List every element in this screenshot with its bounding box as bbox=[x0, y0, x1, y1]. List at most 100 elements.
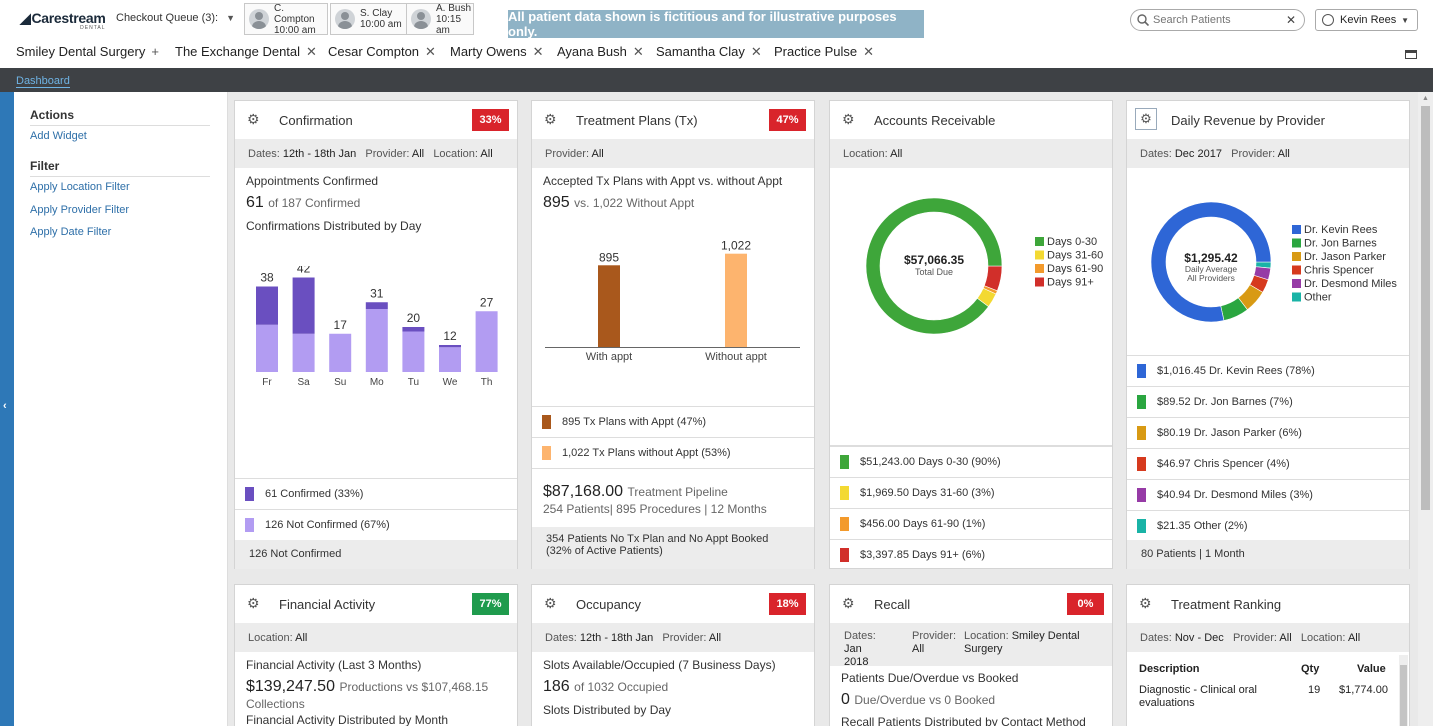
filter-summary[interactable]: Location: All bbox=[830, 139, 1112, 168]
plus-icon[interactable]: + bbox=[151, 44, 159, 59]
patient-search[interactable]: ✕ bbox=[1130, 9, 1305, 31]
scrollbar-thumb[interactable] bbox=[1421, 106, 1430, 510]
bar-not-confirmed bbox=[329, 333, 352, 372]
queue-patient-card[interactable]: A. Bush 10:15 am bbox=[406, 3, 474, 36]
legend-label: Other bbox=[1304, 292, 1332, 304]
legend-row: $89.52 Dr. Jon Barnes (7%) bbox=[1127, 386, 1409, 417]
add-widget-link[interactable]: Add Widget bbox=[30, 130, 87, 142]
checkout-queue-dropdown[interactable]: Checkout Queue (3): ▼ bbox=[116, 12, 236, 24]
bar-value-label: 1,022 bbox=[721, 239, 751, 253]
tab-marty-owens[interactable]: Marty Owens ✕ bbox=[450, 44, 544, 59]
close-icon[interactable]: ✕ bbox=[863, 44, 874, 59]
bar-not-confirmed bbox=[439, 347, 461, 372]
pipeline-value: $87,168.00 bbox=[543, 483, 624, 500]
gear-icon[interactable]: ⚙ bbox=[1139, 595, 1152, 611]
tab-samantha-clay[interactable]: Samantha Clay ✕ bbox=[656, 44, 762, 59]
filter-heading: Filter bbox=[30, 159, 210, 177]
filter-summary[interactable]: Dates: Dec 2017 Provider: All bbox=[1127, 139, 1409, 168]
apply-date-filter-link[interactable]: Apply Date Filter bbox=[30, 226, 112, 238]
apply-location-filter-link[interactable]: Apply Location Filter bbox=[30, 181, 130, 193]
tx-bar bbox=[725, 253, 747, 347]
legend-swatch bbox=[245, 518, 254, 532]
legend-swatch bbox=[1035, 264, 1044, 273]
queue-patient-card[interactable]: C. Compton 10:00 am bbox=[244, 3, 328, 36]
clear-search-icon[interactable]: ✕ bbox=[1285, 13, 1296, 27]
column-header-value: Value bbox=[1357, 663, 1386, 675]
legend-label: Dr. Jon Barnes bbox=[1304, 238, 1377, 250]
widget-title: Recall bbox=[874, 597, 911, 612]
filter-summary[interactable]: Provider: All bbox=[532, 139, 814, 168]
ranking-row-description: Diagnostic - Clinical oral evaluations bbox=[1139, 684, 1257, 709]
user-menu[interactable]: Kevin Rees ▼ bbox=[1315, 9, 1418, 31]
occupied-count: 186 bbox=[543, 678, 570, 695]
close-icon[interactable]: ✕ bbox=[425, 44, 436, 59]
bar-total-label: 42 bbox=[297, 266, 311, 276]
tab-ayana-bush[interactable]: Ayana Bush ✕ bbox=[557, 44, 644, 59]
sidebar-toggle[interactable]: ‹ bbox=[0, 92, 14, 726]
legend-row: $46.97 Chris Spencer (4%) bbox=[1127, 448, 1409, 479]
legend-swatch bbox=[1137, 457, 1146, 471]
search-icon bbox=[1137, 14, 1149, 26]
distribution-title: Confirmations Distributed by Day bbox=[246, 219, 422, 233]
day-tick-label: Tu bbox=[408, 377, 419, 386]
nav-bar: Dashboard bbox=[0, 68, 1433, 92]
filter-summary[interactable]: Dates: 12th - 18th Jan Provider: All bbox=[532, 623, 814, 652]
close-icon[interactable]: ✕ bbox=[632, 44, 644, 59]
donut-group bbox=[1150, 201, 1272, 323]
queue-patient-card[interactable]: S. Clay 10:00 am bbox=[330, 3, 414, 35]
filter-summary[interactable]: Dates: 12th - 18th Jan Provider: All Loc… bbox=[235, 139, 517, 168]
day-tick-label: We bbox=[443, 377, 458, 386]
dashboard-link[interactable]: Dashboard bbox=[16, 75, 70, 88]
widget-subtitle: Patients Due/Overdue vs Booked bbox=[841, 671, 1019, 685]
gear-icon[interactable]: ⚙ bbox=[247, 595, 260, 611]
apply-provider-filter-link[interactable]: Apply Provider Filter bbox=[30, 204, 130, 216]
ranking-scrollbar[interactable] bbox=[1399, 655, 1408, 726]
scroll-up-icon[interactable]: ▲ bbox=[1422, 95, 1429, 102]
daily-revenue-widget: ⚙ Daily Revenue by Provider Dates: Dec 20… bbox=[1126, 100, 1410, 569]
main-scrollbar[interactable]: ▲ bbox=[1418, 92, 1433, 726]
tab-the-exchange-dental[interactable]: The Exchange Dental ✕ bbox=[175, 44, 317, 59]
legend-swatch bbox=[840, 517, 849, 531]
legend-row: $3,397.85 Days 91+ (6%) bbox=[830, 539, 1112, 570]
bar-not-confirmed bbox=[475, 311, 498, 372]
bar-not-confirmed bbox=[402, 331, 425, 372]
gear-icon[interactable]: ⚙ bbox=[842, 111, 855, 127]
widget-title: Treatment Plans (Tx) bbox=[576, 113, 698, 128]
legend-swatch bbox=[1137, 363, 1146, 378]
widget-footer: 126 Not Confirmed bbox=[235, 540, 517, 569]
search-input[interactable] bbox=[1153, 14, 1283, 26]
tab-cesar-compton[interactable]: Cesar Compton ✕ bbox=[328, 44, 436, 59]
legend-swatch bbox=[1137, 519, 1146, 533]
treatment-ranking-widget: ⚙ Treatment Ranking Dates: Nov - Dec Prov… bbox=[1126, 584, 1410, 726]
legend-row: $1,016.45 Dr. Kevin Rees (78%) bbox=[1127, 355, 1409, 386]
gear-icon[interactable]: ⚙ bbox=[842, 595, 855, 611]
bar-value-label: 895 bbox=[599, 250, 619, 264]
filter-summary[interactable]: Dates: Jan 2018 Provider: All Location: … bbox=[830, 623, 1112, 668]
day-tick-label: Sa bbox=[297, 377, 310, 386]
legend-swatch bbox=[1035, 250, 1044, 260]
gear-icon[interactable]: ⚙ bbox=[544, 111, 557, 127]
gear-icon[interactable]: ⚙ bbox=[1135, 108, 1157, 130]
close-icon[interactable]: ✕ bbox=[532, 44, 544, 59]
legend-swatch bbox=[1035, 277, 1044, 287]
gear-icon[interactable]: ⚙ bbox=[544, 595, 557, 611]
close-icon[interactable]: ✕ bbox=[306, 44, 317, 59]
legend-swatch bbox=[1137, 395, 1146, 409]
ranking-row-qty: 19 bbox=[1308, 684, 1321, 696]
gear-icon[interactable]: ⚙ bbox=[247, 111, 260, 127]
avatar-icon bbox=[411, 9, 431, 29]
bar-confirmed bbox=[365, 302, 388, 309]
window-restore-icon[interactable] bbox=[1405, 50, 1417, 59]
tab-practice-pulse[interactable]: Practice Pulse ✕ bbox=[774, 44, 874, 59]
bar-total-label: 38 bbox=[260, 271, 274, 285]
donut-center-value: $57,066.35 bbox=[904, 253, 964, 267]
tab-smiley-dental-surgery[interactable]: Smiley Dental Surgery + bbox=[16, 44, 159, 59]
close-icon[interactable]: ✕ bbox=[750, 44, 762, 59]
day-tick-label: Mo bbox=[370, 377, 384, 386]
widget-title: Financial Activity bbox=[279, 597, 376, 612]
widget-title: Accounts Receivable bbox=[874, 113, 996, 128]
filter-summary[interactable]: Location: All bbox=[235, 623, 517, 652]
widget-title: Daily Revenue by Provider bbox=[1171, 113, 1325, 128]
bar-not-confirmed bbox=[256, 324, 278, 372]
filter-summary[interactable]: Dates: Nov - Dec Provider: All Location:… bbox=[1127, 623, 1409, 652]
